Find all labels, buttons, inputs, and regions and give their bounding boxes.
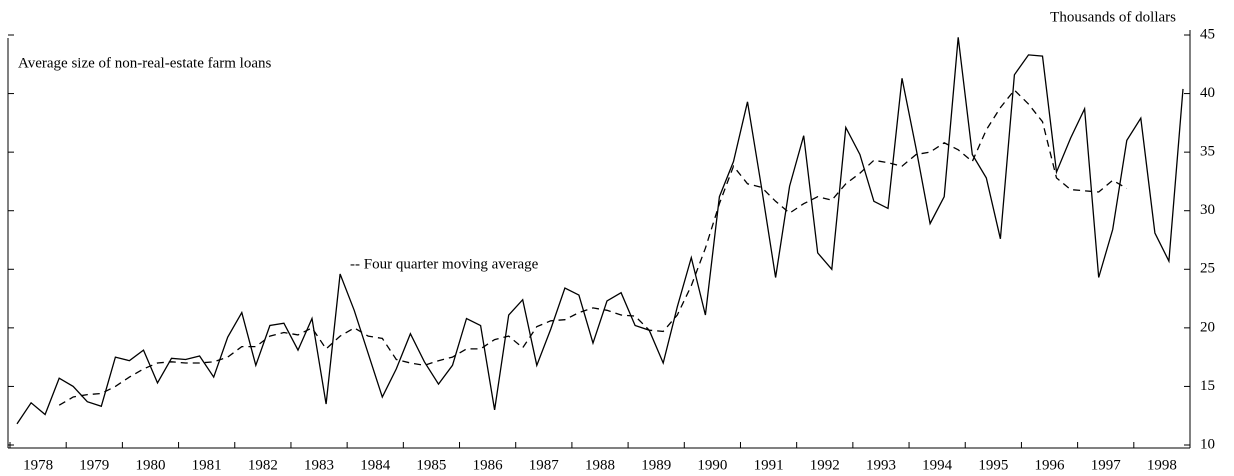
x-tick-label: 1982 — [248, 457, 278, 473]
y-tick-label: 30 — [1200, 202, 1215, 218]
x-tick-label: 1989 — [641, 457, 671, 473]
y-axis-label: Thousands of dollars — [1050, 9, 1176, 25]
x-tick-label: 1980 — [135, 457, 165, 473]
x-tick-label: 1981 — [192, 457, 222, 473]
x-tick-label: 1998 — [1147, 457, 1177, 473]
y-tick-label: 20 — [1200, 319, 1215, 335]
y-tick-label: 10 — [1200, 436, 1215, 452]
x-tick-label: 1984 — [360, 457, 391, 473]
x-tick-label: 1995 — [978, 457, 1008, 473]
y-tick-label: 35 — [1200, 144, 1215, 160]
moving-average-line — [58, 89, 1128, 406]
chart-title: Average size of non-real-estate farm loa… — [18, 55, 272, 71]
series-label: -- Four quarter moving average — [350, 256, 539, 272]
x-tick-label: 1992 — [810, 457, 840, 473]
x-tick-label: 1993 — [866, 457, 896, 473]
x-tick-label: 1979 — [79, 457, 109, 473]
y-tick-label: 15 — [1200, 378, 1215, 394]
x-tick-label: 1986 — [473, 457, 504, 473]
x-tick-label: 1985 — [416, 457, 446, 473]
data-line — [16, 37, 1184, 425]
x-tick-label: 1988 — [585, 457, 615, 473]
x-tick-label: 1997 — [1091, 457, 1122, 473]
x-tick-label: 1987 — [529, 457, 560, 473]
x-tick-label: 1978 — [23, 457, 53, 473]
y-tick-label: 45 — [1200, 26, 1215, 42]
y-tick-label: 40 — [1200, 85, 1215, 101]
x-tick-label: 1990 — [697, 457, 727, 473]
x-tick-label: 1991 — [754, 457, 784, 473]
x-tick-label: 1996 — [1035, 457, 1066, 473]
x-tick-label: 1983 — [304, 457, 334, 473]
x-tick-label: 1994 — [922, 457, 953, 473]
y-tick-label: 25 — [1200, 261, 1215, 277]
